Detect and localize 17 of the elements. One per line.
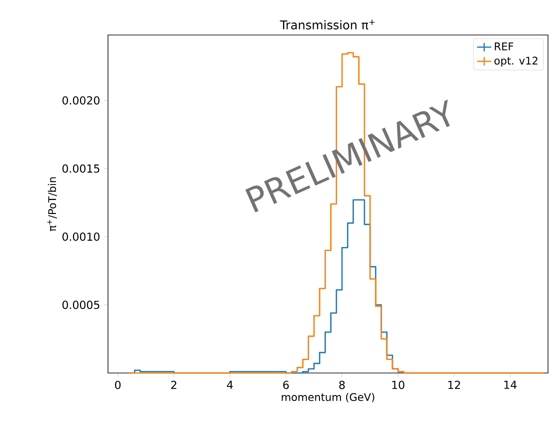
y-axis-title: π$^{+}$/PoT/bin [47, 177, 57, 232]
y-tick-label: 0.0010 [62, 232, 100, 241]
x-axis-title: momentum (GeV) [282, 392, 374, 402]
x-tick-label: 10 [392, 380, 404, 390]
x-tick-label: 14 [504, 380, 517, 389]
x-tick-label: 6 [283, 380, 289, 390]
y-tick-label: 0.0015 [62, 164, 100, 173]
x-tick-label: 0 [115, 380, 121, 390]
y-tick-label: 0.0020 [62, 96, 100, 105]
legend-label: opt. v12 [494, 56, 538, 67]
x-tick-label: 4 [226, 380, 233, 389]
x-tick-label: 8 [339, 380, 345, 390]
x-tick-label: 12 [448, 380, 460, 389]
y-tick-label: 0.0005 [62, 300, 100, 310]
x-tick-label: 2 [171, 380, 176, 389]
legend-label: REF [494, 42, 514, 50]
chart-title: Transmission π$^{+}$ [280, 20, 375, 30]
